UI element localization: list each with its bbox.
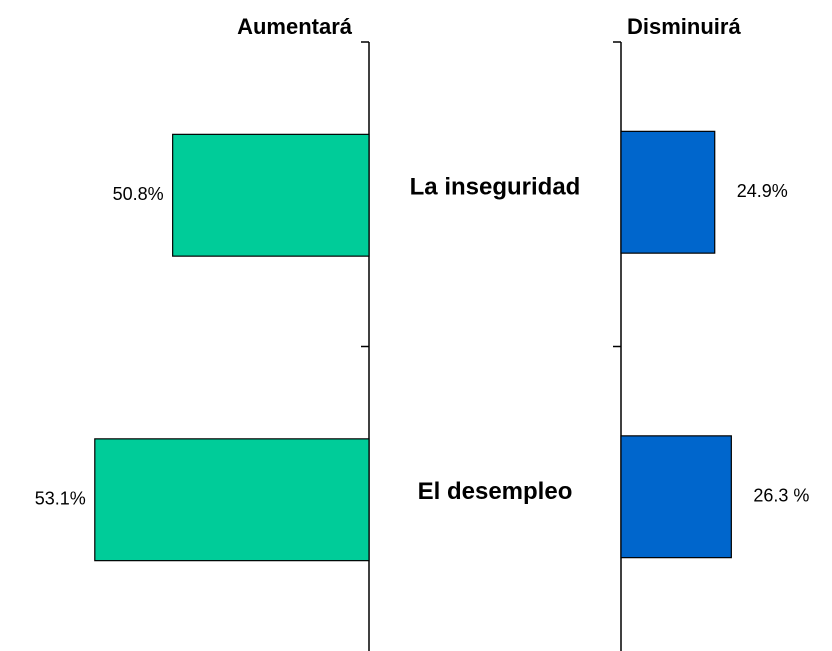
value-label: 53.1%: [35, 489, 86, 509]
bar: [620, 130, 716, 254]
bar: [172, 133, 370, 257]
bar: [620, 435, 732, 559]
panel-title: Disminuirá: [627, 14, 741, 39]
panel-title: Aumentará: [237, 14, 353, 39]
value-label: 24.9%: [737, 181, 788, 201]
value-label: 26.3 %: [753, 486, 809, 506]
category-label: La inseguridad: [410, 174, 581, 201]
value-label: 50.8%: [113, 184, 164, 204]
category-label: El desempleo: [418, 478, 573, 505]
bar: [94, 438, 370, 562]
